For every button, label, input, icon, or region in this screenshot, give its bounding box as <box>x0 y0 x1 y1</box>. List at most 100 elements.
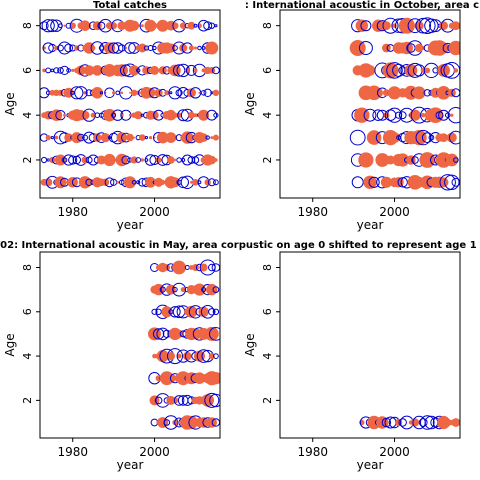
x-axis-label: year <box>357 218 384 232</box>
bubble-positive <box>199 133 208 142</box>
bubble-positive <box>171 397 179 404</box>
bubble-positive <box>145 176 156 188</box>
bubble-negative <box>177 176 189 189</box>
bubble-negative <box>200 90 207 96</box>
bubble-positive <box>156 131 169 144</box>
bubble-positive <box>124 46 128 50</box>
bubble-negative <box>66 68 71 73</box>
bubble-positive <box>44 178 53 187</box>
bubble-positive <box>386 155 395 165</box>
bubble-negative <box>169 91 173 95</box>
bubble-negative <box>415 17 432 34</box>
bubble-positive <box>188 111 195 119</box>
bubble-negative <box>201 287 207 293</box>
bubble-negative <box>203 88 212 98</box>
bubble-positive <box>71 132 83 144</box>
bubble-positive <box>154 177 164 187</box>
bubble-negative <box>59 65 70 76</box>
y-axis-label: Age <box>3 92 17 115</box>
plot-frame <box>39 9 221 199</box>
bubble-positive <box>355 19 368 32</box>
y-tick-label: 4 <box>261 353 274 360</box>
bubble-positive <box>176 353 182 359</box>
bubble-positive <box>90 112 96 118</box>
bubble-negative <box>50 136 54 140</box>
bubble-negative <box>351 176 364 189</box>
bubble-layer <box>349 17 460 191</box>
bubble-positive <box>210 136 214 140</box>
x-axis-label: year <box>117 218 144 232</box>
bubble-positive <box>193 113 198 118</box>
y-tick-label: 2 <box>261 156 274 163</box>
x-tick-label: 1980 <box>57 445 88 459</box>
bubble-negative <box>45 67 52 74</box>
bubble-positive <box>78 176 92 189</box>
bubble-negative <box>447 107 460 124</box>
x-axis-label: year <box>357 458 384 472</box>
bubble-positive <box>204 326 219 341</box>
bubble-positive <box>446 132 457 143</box>
bubble-negative <box>169 306 181 318</box>
bubble-positive <box>172 112 178 118</box>
bubble-negative <box>197 45 202 51</box>
bubble-negative <box>97 21 106 30</box>
bubble-negative <box>211 263 220 272</box>
bubble-positive <box>448 40 460 56</box>
bubble-positive <box>71 68 75 72</box>
bubble-negative <box>124 42 136 54</box>
plot-frame <box>279 251 461 439</box>
bubble-positive <box>190 180 193 184</box>
bubble-negative <box>191 156 200 164</box>
bubble-negative <box>156 327 169 341</box>
bubble-negative <box>70 86 84 100</box>
bubble-negative <box>57 67 64 74</box>
bubble-positive <box>156 350 169 363</box>
bubble-positive <box>192 264 199 271</box>
bubble-negative <box>77 133 85 142</box>
bubble-positive <box>436 86 451 100</box>
bubble-positive <box>150 65 159 75</box>
chart-title: : International acoustic in October, are… <box>245 0 479 11</box>
bubble-positive <box>180 265 186 270</box>
bubble-positive <box>140 24 144 28</box>
bubble-negative <box>206 109 218 121</box>
bubble-positive <box>166 352 175 361</box>
x-tick-label: 2000 <box>379 205 410 219</box>
bubble-positive <box>445 153 459 167</box>
bubble-positive <box>165 109 177 121</box>
x-tick-label: 1980 <box>297 205 328 219</box>
bubble-positive <box>453 68 459 73</box>
bubble-positive <box>170 177 180 188</box>
bubble-positive <box>193 68 198 73</box>
bubble-positive <box>145 87 156 98</box>
bubble-negative <box>209 327 220 341</box>
bubble-negative <box>111 112 117 118</box>
y-tick-label: 6 <box>261 67 274 74</box>
bubble-positive <box>96 155 106 165</box>
bubble-negative <box>57 44 64 52</box>
bubble-positive <box>205 41 219 55</box>
bubble-negative <box>205 135 210 140</box>
x-tick-label: 1980 <box>297 445 328 459</box>
bubble-positive <box>396 153 410 167</box>
bubble-negative <box>136 180 141 185</box>
bubble-positive <box>103 42 116 54</box>
bubble-positive <box>184 67 190 73</box>
bubble-negative <box>131 180 137 185</box>
bubble-positive <box>128 65 140 76</box>
y-tick-label: 6 <box>21 308 34 315</box>
bubble-negative <box>181 158 186 162</box>
bubble-negative <box>98 45 105 51</box>
bubble-positive <box>387 86 402 100</box>
bubble-positive <box>398 17 415 34</box>
bubble-negative <box>212 286 220 294</box>
bubble-negative <box>368 176 380 188</box>
bubble-positive <box>50 109 63 121</box>
bubble-positive <box>63 113 66 117</box>
chart-title: T02: International acoustic in May, area… <box>0 240 477 251</box>
bubble-negative <box>50 68 55 73</box>
chart-title: Total catches <box>93 0 167 11</box>
bubble-negative <box>214 24 218 28</box>
bubble-positive <box>411 130 427 146</box>
